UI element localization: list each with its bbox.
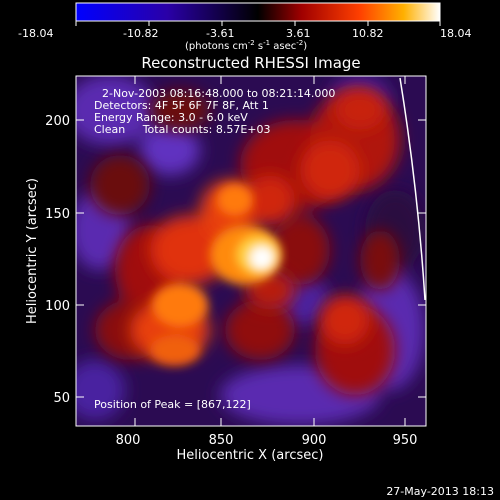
colorbar-tick-label: -18.04 (18, 27, 53, 40)
footer-timestamp: 27-May-2013 18:13 (386, 485, 494, 498)
colorbar-tick-label: 3.61 (286, 27, 311, 40)
y-tick-label: 50 (53, 391, 70, 406)
y-tick-label: 200 (45, 114, 70, 129)
x-axis-ticks (134, 76, 406, 426)
info-clean-counts: Clean Total counts: 8.57E+03 (94, 123, 271, 136)
x-tick-label: 900 (302, 433, 327, 448)
y-tick-label: 150 (45, 207, 70, 222)
y-axis-ticks (76, 119, 426, 398)
x-axis-label: Heliocentric X (arcsec) (177, 448, 324, 463)
info-peak-position: Position of Peak = [867,122] (94, 398, 251, 411)
x-tick-label: 850 (209, 433, 234, 448)
info-time-range: 2-Nov-2003 08:16:48.000 to 08:21:14.000 (102, 87, 335, 100)
plot-title: Reconstructed RHESSI Image (141, 54, 360, 72)
solar-limb (399, 77, 426, 301)
x-tick-label: 800 (116, 433, 141, 448)
rhessi-image (76, 76, 426, 426)
colorbar (75, 2, 441, 22)
x-tick-label: 950 (393, 433, 418, 448)
info-energy-range: Energy Range: 3.0 - 6.0 keV (94, 111, 248, 124)
colorbar-tick-label: -3.61 (206, 27, 234, 40)
y-axis-label: Heliocentric Y (arcsec) (25, 178, 40, 324)
colorbar-unit-label: (photons cm-2 s-1 asec-2) (185, 39, 307, 52)
colorbar-tick-label: 18.04 (440, 27, 472, 40)
colorbar-tick-label: 10.82 (352, 27, 384, 40)
info-detectors: Detectors: 4F 5F 6F 7F 8F, Att 1 (94, 99, 269, 112)
y-tick-label: 100 (45, 299, 70, 314)
colorbar-tick-label: -10.82 (123, 27, 158, 40)
plot-frame (75, 75, 427, 427)
colorbar-ticks (75, 21, 441, 26)
